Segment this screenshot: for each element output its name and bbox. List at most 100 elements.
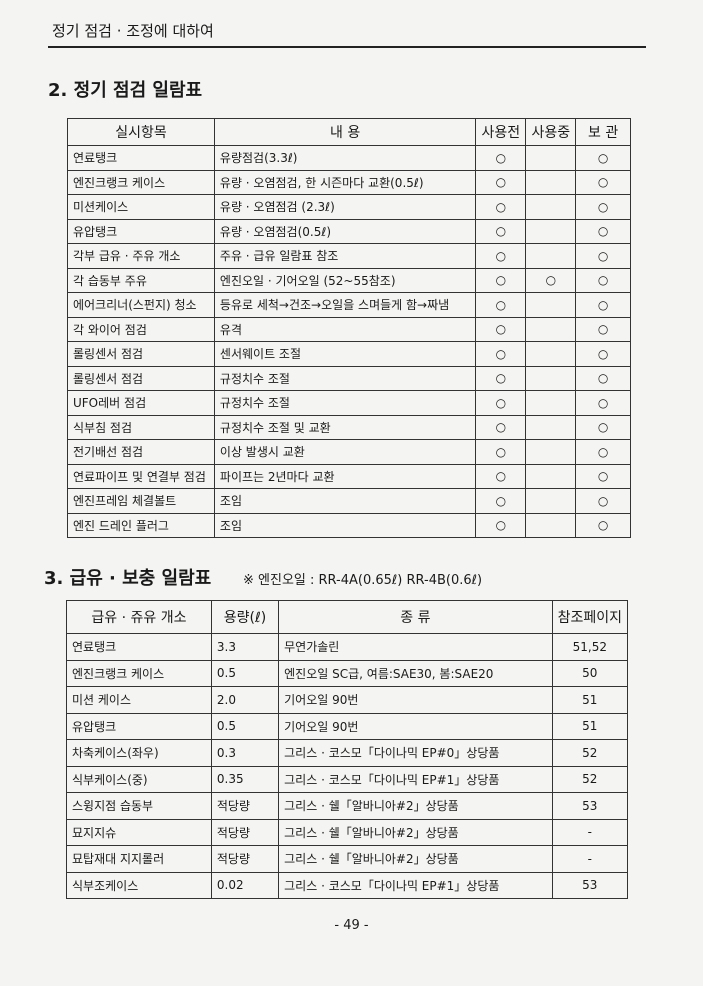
table-row: 엔진크랭크 케이스 유량 · 오염점검, 한 시즌마다 교환(0.5ℓ) ○ ○ bbox=[67, 169, 631, 195]
table-cell: 롤링센서 점검 bbox=[67, 341, 215, 367]
table-cell: 유압탱크 bbox=[66, 712, 212, 740]
table-cell: ○ bbox=[475, 341, 527, 367]
table-cell: ○ bbox=[475, 145, 527, 171]
column-header: 참조페이지 bbox=[551, 600, 629, 634]
table-cell: 연료탱크 bbox=[67, 145, 215, 171]
table-cell: 유량점검(3.3ℓ) bbox=[213, 145, 477, 171]
table-cell: 조임 bbox=[213, 488, 477, 514]
table-cell: 미션 케이스 bbox=[66, 686, 212, 714]
table-cell: 묘탑재대 지지롤러 bbox=[66, 845, 212, 873]
table-cell: 롤링센서 점검 bbox=[67, 365, 215, 391]
table-cell: 적당량 bbox=[210, 845, 280, 873]
table-cell: ○ bbox=[575, 488, 631, 514]
table-row: 연료탱크 유량점검(3.3ℓ) ○ ○ bbox=[67, 145, 631, 171]
table-cell: ○ bbox=[475, 316, 527, 342]
table-cell: 식부침 점검 bbox=[67, 414, 215, 440]
table-cell: ○ bbox=[525, 267, 577, 293]
table-cell: 그리스 · 코스모「다이나믹 EP#0」상당품 bbox=[278, 739, 553, 767]
table-cell: ○ bbox=[475, 243, 527, 269]
table-cell: 53 bbox=[551, 871, 629, 899]
table-row: 미션케이스 유량 · 오염점검 (2.3ℓ) ○ ○ bbox=[67, 194, 631, 220]
table-cell: 0.5 bbox=[210, 712, 280, 740]
table-row: 식부조케이스 0.02 그리스 · 코스모「다이나믹 EP#1」상당품 53 bbox=[66, 871, 629, 899]
column-header: 사용중 bbox=[525, 118, 577, 146]
table-cell: 적당량 bbox=[210, 792, 280, 820]
table-cell: - bbox=[551, 818, 629, 846]
table-cell bbox=[525, 488, 577, 514]
table-row: 연료파이프 및 연결부 점검 파이프는 2년마다 교환 ○ ○ bbox=[67, 463, 631, 489]
table-cell: ○ bbox=[475, 512, 527, 538]
table-cell: ○ bbox=[475, 267, 527, 293]
table-cell: 0.02 bbox=[210, 871, 280, 899]
table-cell: 에어크리너(스펀지) 청소 bbox=[67, 292, 215, 318]
table-row: 연료탱크 3.3 무연가솔린 51,52 bbox=[66, 633, 629, 661]
table-cell: ○ bbox=[575, 512, 631, 538]
table-cell bbox=[525, 414, 577, 440]
table-cell: 차축케이스(좌우) bbox=[66, 739, 212, 767]
table-cell: 규정치수 조절 및 교환 bbox=[213, 414, 477, 440]
table-cell bbox=[525, 292, 577, 318]
table-cell: 그리스 · 코스모「다이나믹 EP#1」상당품 bbox=[278, 871, 553, 899]
table-cell: 엔진프레임 체결볼트 bbox=[67, 488, 215, 514]
table-cell: 그리스 · 쉘「알바니아#2」상당품 bbox=[278, 818, 553, 846]
column-header: 용량(ℓ) bbox=[210, 600, 280, 634]
table-cell: 등유로 세척→건조→오일을 스며들게 함→짜냄 bbox=[213, 292, 477, 318]
table-cell: 무연가솔린 bbox=[278, 633, 553, 661]
table-row: 식부케이스(중) 0.35 그리스 · 코스모「다이나믹 EP#1」상당품 52 bbox=[66, 765, 629, 793]
table-cell bbox=[525, 145, 577, 171]
table-row: 유압탱크 유량 · 오염점검(0.5ℓ) ○ ○ bbox=[67, 218, 631, 244]
table-cell: 엔진크랭크 케이스 bbox=[67, 169, 215, 195]
table-cell: ○ bbox=[575, 365, 631, 391]
table-cell: 51 bbox=[551, 712, 629, 740]
table-cell: 미션케이스 bbox=[67, 194, 215, 220]
column-header: 급유 · 쥬유 개소 bbox=[66, 600, 212, 634]
table-cell: 51 bbox=[551, 686, 629, 714]
table-cell: ○ bbox=[575, 463, 631, 489]
section-3-title: 3. 급유 · 보충 일람표 bbox=[44, 568, 212, 589]
table-cell bbox=[525, 512, 577, 538]
table-cell: 조임 bbox=[213, 512, 477, 538]
table-cell: 적당량 bbox=[210, 818, 280, 846]
table-cell: 식부조케이스 bbox=[66, 871, 212, 899]
section-2-title: 2. 정기 점검 일람표 bbox=[48, 80, 203, 101]
table-cell: ○ bbox=[575, 145, 631, 171]
engine-oil-note: ※ 엔진오일 : RR-4A(0.65ℓ) RR-4B(0.6ℓ) bbox=[243, 573, 483, 588]
table-cell: 0.5 bbox=[210, 659, 280, 687]
table-cell: ○ bbox=[475, 463, 527, 489]
table-cell: 각 습동부 주유 bbox=[67, 267, 215, 293]
table-cell: 51,52 bbox=[551, 633, 629, 661]
table-cell: 유량 · 오염점검(0.5ℓ) bbox=[213, 218, 477, 244]
table-cell: 규정치수 조절 bbox=[213, 390, 477, 416]
header-divider bbox=[48, 46, 646, 48]
table-cell: 52 bbox=[551, 739, 629, 767]
column-header: 사용전 bbox=[475, 118, 527, 146]
table-cell: ○ bbox=[475, 169, 527, 195]
table-row: 전기배선 점검 이상 발생시 교환 ○ ○ bbox=[67, 439, 631, 465]
table-row: 롤링센서 점검 센서웨이트 조절 ○ ○ bbox=[67, 341, 631, 367]
table-cell bbox=[525, 194, 577, 220]
table-cell: 유압탱크 bbox=[67, 218, 215, 244]
column-header: 종 류 bbox=[278, 600, 553, 634]
table-row: 묘지지슈 적당량 그리스 · 쉘「알바니아#2」상당품 - bbox=[66, 818, 629, 846]
table-cell: UFO레버 점검 bbox=[67, 390, 215, 416]
table-cell: 기어오일 90번 bbox=[278, 712, 553, 740]
table-cell bbox=[525, 341, 577, 367]
column-header: 실시항목 bbox=[67, 118, 215, 146]
table-cell: 식부케이스(중) bbox=[66, 765, 212, 793]
running-header: 정기 점검 · 조정에 대하여 bbox=[52, 22, 214, 40]
table-cell: ○ bbox=[575, 267, 631, 293]
table-cell: ○ bbox=[575, 218, 631, 244]
table-cell: 53 bbox=[551, 792, 629, 820]
table-cell: 그리스 · 쉘「알바니아#2」상당품 bbox=[278, 845, 553, 873]
table-row: 미션 케이스 2.0 기어오일 90번 51 bbox=[66, 686, 629, 714]
table-cell: 각 와이어 점검 bbox=[67, 316, 215, 342]
table-row: 엔진 드레인 플러그 조임 ○ ○ bbox=[67, 512, 631, 538]
table-cell: ○ bbox=[475, 439, 527, 465]
table-cell: 52 bbox=[551, 765, 629, 793]
table-cell: ○ bbox=[475, 390, 527, 416]
table-cell: 유량 · 오염점검, 한 시즌마다 교환(0.5ℓ) bbox=[213, 169, 477, 195]
table-row: 각부 급유 · 주유 개소 주유 · 급유 일람표 참조 ○ ○ bbox=[67, 243, 631, 269]
table-row: 각 습동부 주유 엔진오일 · 기어오일 (52~55참조) ○ ○ ○ bbox=[67, 267, 631, 293]
table-cell: ○ bbox=[575, 316, 631, 342]
table-cell: 센서웨이트 조절 bbox=[213, 341, 477, 367]
